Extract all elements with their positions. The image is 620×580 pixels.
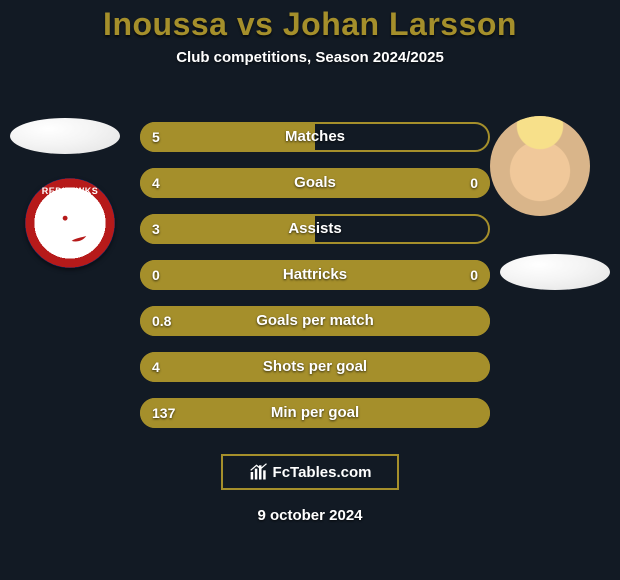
brand-text: FcTables.com (273, 464, 372, 481)
stat-label: Min per goal (140, 398, 490, 428)
club-right-crest (500, 254, 610, 290)
stat-value-left: 5 (152, 122, 160, 152)
stat-value-left: 3 (152, 214, 160, 244)
stat-value-right: 0 (470, 168, 478, 198)
stat-label: Hattricks (140, 260, 490, 290)
hawk-icon (44, 197, 96, 249)
stat-value-right: 0 (470, 260, 478, 290)
stat-value-left: 0 (152, 260, 160, 290)
club-left-crest-label: REDHAWKS (42, 186, 99, 196)
stat-value-left: 4 (152, 352, 160, 382)
stat-value-left: 137 (152, 398, 175, 428)
stat-row: Matches5 (140, 122, 490, 152)
subtitle: Club competitions, Season 2024/2025 (0, 49, 620, 66)
face-icon (490, 116, 590, 216)
chart-bars-icon (249, 462, 269, 482)
date-text: 9 october 2024 (0, 507, 620, 524)
stat-row: Min per goal137 (140, 398, 490, 428)
stat-label: Goals per match (140, 306, 490, 336)
stat-rows: Matches5Goals40Assists3Hattricks00Goals … (140, 122, 490, 444)
stat-row: Assists3 (140, 214, 490, 244)
comparison-card: Inoussa vs Johan Larsson Club competitio… (0, 0, 620, 580)
page-title: Inoussa vs Johan Larsson (0, 0, 620, 43)
stat-value-left: 4 (152, 168, 160, 198)
stat-label: Assists (140, 214, 490, 244)
stat-label: Shots per goal (140, 352, 490, 382)
club-left-crest: REDHAWKS (25, 178, 115, 268)
stat-row: Hattricks0 0 (140, 260, 490, 290)
stat-row: Goals per match0.8 (140, 306, 490, 336)
stat-row: Shots per goal4 (140, 352, 490, 382)
brand-badge: FcTables.com (221, 454, 399, 490)
stat-value-left: 0.8 (152, 306, 171, 336)
player-right-avatar (490, 116, 590, 216)
stat-label: Goals (140, 168, 490, 198)
stat-row: Goals4 0 (140, 168, 490, 198)
player-left-avatar (10, 118, 120, 154)
stat-label: Matches (140, 122, 490, 152)
